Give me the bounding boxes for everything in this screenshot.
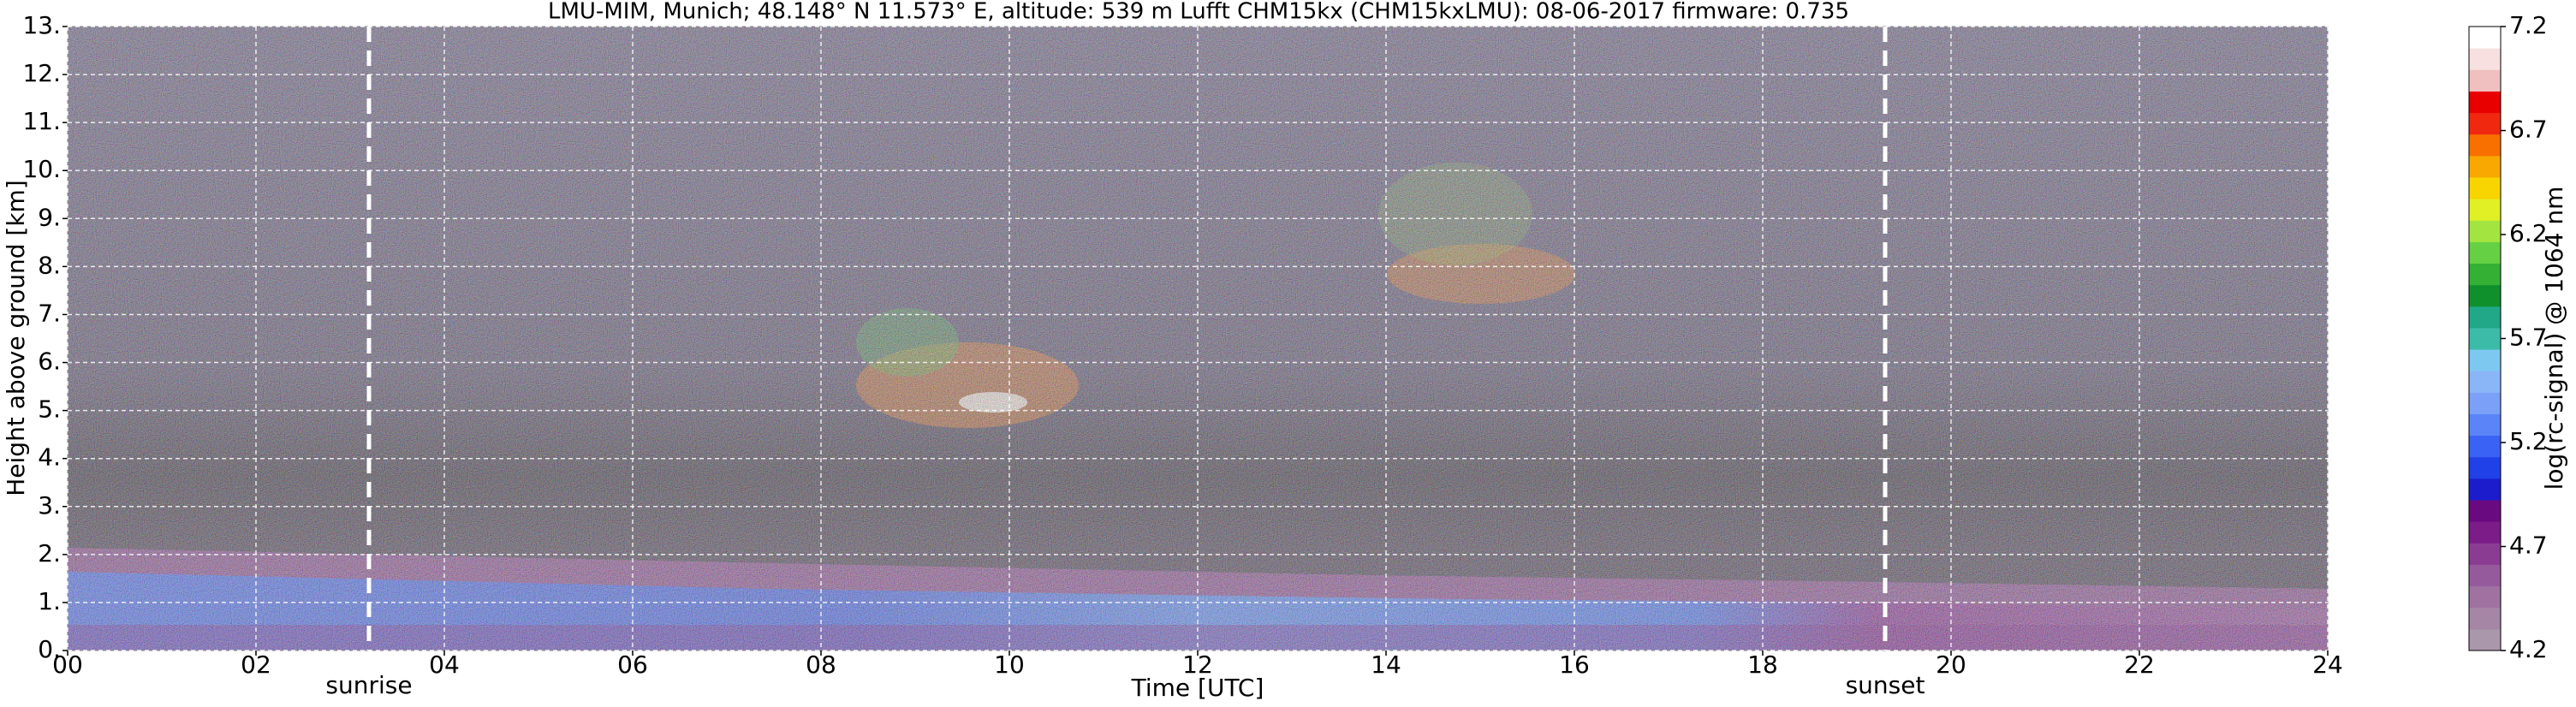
x-axis-label: Time [UTC] — [1131, 674, 1264, 702]
x-tick-label: 02 — [241, 651, 271, 679]
colorbar-band — [2469, 585, 2501, 609]
x-tick-label: 20 — [1936, 651, 1966, 679]
annotation-label: sunset — [1846, 671, 1925, 699]
y-tick-label: 9. — [38, 203, 61, 231]
annotation-label: sunrise — [325, 671, 412, 699]
colorbar-band — [2469, 500, 2501, 522]
y-tick-label: 11. — [22, 107, 61, 135]
colorbar-band — [2469, 349, 2501, 371]
y-tick-label: 1. — [38, 587, 61, 615]
colorbar-band — [2469, 176, 2501, 199]
colorbar-band — [2469, 628, 2501, 651]
colorbar-tick-label: 4.2 — [2509, 635, 2548, 663]
colorbar-band — [2469, 413, 2501, 437]
y-tick-label: 10. — [22, 155, 61, 183]
colorbar-tick-label: 5.7 — [2509, 324, 2548, 352]
chart-title: LMU-MIM, Munich; 48.148° N 11.573° E, al… — [548, 0, 1849, 25]
y-tick-label: 8. — [38, 251, 61, 279]
y-tick-label: 2. — [38, 539, 61, 567]
colorbar-label: log(rc-signal) @ 1064 nm — [2540, 187, 2568, 490]
colorbar-band — [2469, 155, 2501, 178]
y-tick-label: 12. — [22, 59, 61, 87]
colorbar-band — [2469, 564, 2501, 587]
y-tick-label: 0. — [38, 635, 61, 663]
x-tick-label: 18 — [1747, 651, 1778, 679]
colorbar-tick-label: 6.7 — [2509, 116, 2548, 144]
colorbar-band — [2469, 284, 2501, 307]
colorbar-band — [2469, 435, 2501, 458]
colorbar-band — [2469, 112, 2501, 135]
y-tick-label: 7. — [38, 299, 61, 327]
x-tick-label: 24 — [2312, 651, 2343, 679]
y-tick-label: 5. — [38, 395, 61, 424]
colorbar-tick-label: 7.2 — [2509, 11, 2548, 39]
colorbar-tick-label: 4.7 — [2509, 532, 2548, 560]
x-tick-label: 06 — [617, 651, 648, 679]
x-tick-label: 04 — [429, 651, 460, 679]
colorbar-band — [2469, 69, 2501, 92]
x-tick-label: 10 — [994, 651, 1025, 679]
colorbar-band — [2469, 220, 2501, 242]
colorbar-tick-label: 5.2 — [2509, 427, 2548, 455]
y-tick-label: 3. — [38, 491, 61, 520]
x-tick-label: 22 — [2124, 651, 2155, 679]
y-tick-label: 4. — [38, 443, 61, 472]
colorbar-band — [2469, 241, 2501, 264]
colorbar-band — [2469, 607, 2501, 630]
x-tick-label: 14 — [1371, 651, 1401, 679]
colorbar-band — [2469, 306, 2501, 329]
colorbar-band — [2469, 543, 2501, 565]
colorbar-band — [2469, 134, 2501, 157]
colorbar-band — [2469, 263, 2501, 286]
x-tick-label: 16 — [1559, 651, 1590, 679]
colorbar-band — [2469, 91, 2501, 114]
colorbar-band — [2469, 456, 2501, 479]
x-tick-label: 08 — [806, 651, 836, 679]
colorbar-band — [2469, 327, 2501, 350]
colorbar-band — [2469, 199, 2501, 221]
y-tick-label: 6. — [38, 348, 61, 376]
x-tick-label: 12 — [1182, 651, 1213, 679]
colorbar-band — [2469, 478, 2501, 501]
y-axis-label: Height above ground [km] — [2, 180, 30, 496]
colorbar-band — [2469, 371, 2501, 393]
colorbar-tick-label: 6.2 — [2509, 219, 2548, 247]
colorbar-band — [2469, 392, 2501, 414]
colorbar-band — [2469, 521, 2501, 544]
colorbar-band — [2469, 27, 2501, 49]
colorbar-band — [2469, 48, 2501, 70]
x-tick-label: 00 — [52, 651, 83, 679]
y-tick-label: 13. — [22, 11, 61, 39]
